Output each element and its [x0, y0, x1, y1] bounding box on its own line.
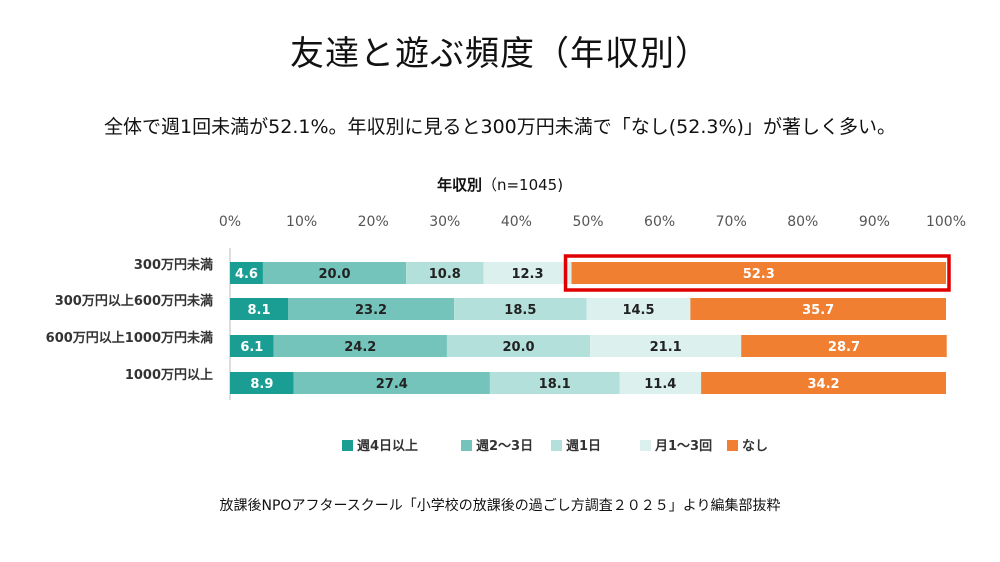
data-label: 20.0	[318, 267, 350, 282]
legend-label: 週4日以上	[357, 439, 418, 454]
x-tick-label: 70%	[716, 214, 747, 230]
x-tick-label: 90%	[859, 214, 890, 230]
data-label: 20.0	[503, 340, 535, 355]
highlight-box	[563, 254, 951, 292]
bar-segment	[230, 262, 263, 284]
x-tick-label: 80%	[787, 214, 818, 230]
bar-segment	[230, 372, 294, 394]
legend-swatch	[551, 440, 562, 451]
bar-segment	[273, 335, 447, 357]
legend-swatch	[342, 440, 353, 451]
x-tick-label: 20%	[358, 214, 389, 230]
legend-swatch	[727, 440, 738, 451]
data-label: 12.3	[511, 267, 543, 282]
data-label: 34.2	[808, 377, 840, 392]
bar-segment	[701, 372, 946, 394]
data-label: 23.2	[355, 303, 387, 318]
bar-segment	[446, 335, 591, 357]
data-label: 52.3	[743, 267, 775, 282]
bar-segment	[230, 298, 288, 320]
legend-label: なし	[742, 439, 768, 454]
bar-segment	[571, 262, 946, 284]
bar-segment	[489, 372, 620, 394]
bar-segment	[262, 262, 407, 284]
legend-label: 週2～3日	[476, 439, 533, 454]
category-label: 1000万円以上	[125, 368, 213, 383]
bar-segment	[483, 262, 572, 284]
x-tick-label: 60%	[644, 214, 675, 230]
data-label: 27.4	[376, 377, 408, 392]
bar-segment	[406, 262, 484, 284]
bar-segment	[454, 298, 587, 320]
legend-label: 週1日	[566, 439, 601, 454]
category-label: 600万円以上1000万円未満	[46, 330, 213, 346]
page-subtitle: 全体で週1回未満が52.1%。年収別に見ると300万円未満で「なし(52.3%)…	[104, 116, 896, 138]
chart-title-sub: （n=1045)	[481, 176, 564, 194]
bar-segment	[690, 298, 946, 320]
bar-segment	[590, 335, 742, 357]
chart-title-main: 年収別	[436, 176, 482, 194]
data-label: 6.1	[240, 340, 263, 355]
data-label: 18.1	[539, 377, 571, 392]
category-label: 300万円未満	[134, 257, 213, 273]
legend-swatch	[640, 440, 651, 451]
bar-segment	[741, 335, 947, 357]
x-tick-label: 40%	[501, 214, 532, 230]
page-title: 友達と遊ぶ頻度（年収別）	[290, 34, 710, 74]
data-label: 14.5	[622, 303, 654, 318]
x-tick-label: 100%	[926, 214, 966, 230]
source-note: 放課後NPOアフタースクール「小学校の放課後の過ごし方調査２０２５」より編集部抜…	[219, 498, 781, 514]
x-tick-label: 50%	[572, 214, 603, 230]
data-label: 21.1	[650, 340, 682, 355]
legend-label: 月1～3回	[654, 439, 712, 454]
data-label: 24.2	[344, 340, 376, 355]
data-label: 10.8	[429, 267, 461, 282]
legend-swatch	[461, 440, 472, 451]
data-label: 18.5	[504, 303, 536, 318]
x-tick-label: 30%	[429, 214, 460, 230]
data-label: 8.1	[247, 303, 270, 318]
bar-segment	[293, 372, 490, 394]
chart-title: 年収別（n=1045)	[0, 174, 1000, 195]
x-tick-label: 0%	[219, 214, 241, 230]
data-label: 11.4	[644, 377, 676, 392]
bar-segment	[230, 335, 274, 357]
bar-segment	[287, 298, 455, 320]
data-label: 8.9	[250, 377, 273, 392]
bar-segment	[586, 298, 691, 320]
data-label: 28.7	[828, 340, 860, 355]
category-label: 300万円以上600万円未満	[55, 293, 213, 309]
x-tick-label: 10%	[286, 214, 317, 230]
data-label: 4.6	[235, 267, 258, 282]
data-label: 35.7	[802, 303, 834, 318]
bar-segment	[619, 372, 702, 394]
